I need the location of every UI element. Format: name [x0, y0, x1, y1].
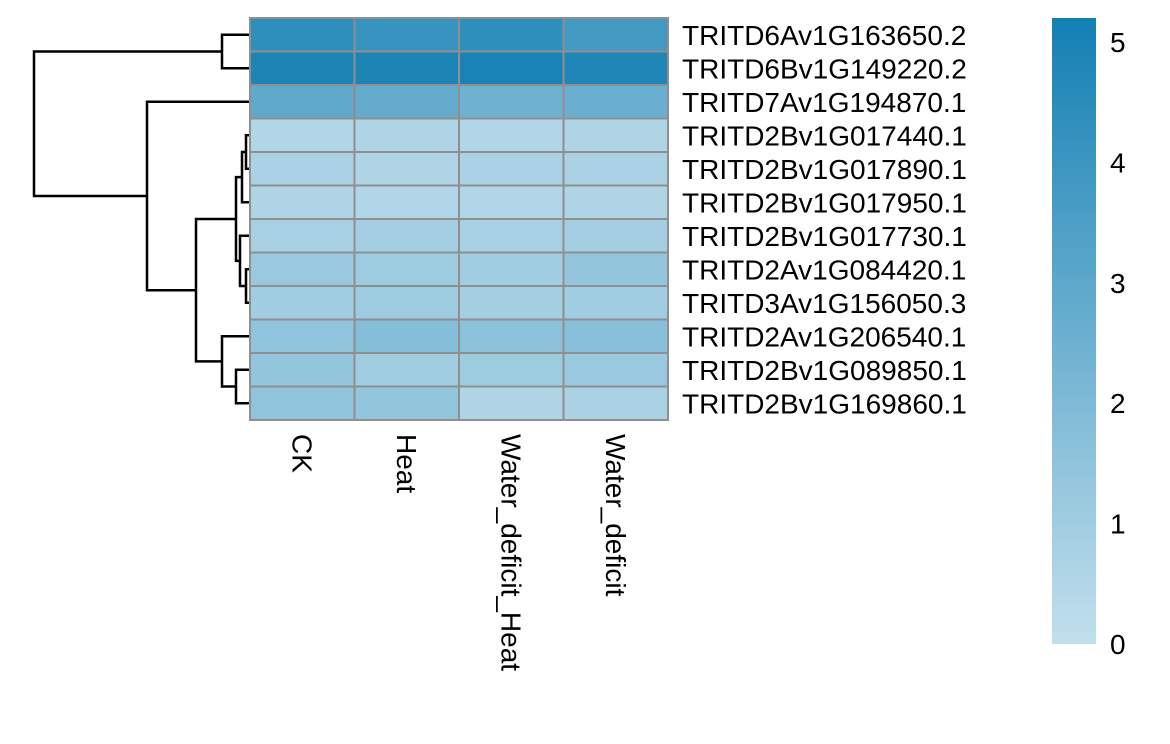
- heatmap-cell: [458, 151, 565, 187]
- heatmap-cell: [249, 352, 356, 388]
- heatmap-cell: [353, 184, 460, 220]
- heatmap-cell: [249, 318, 356, 354]
- heatmap-cell: [458, 17, 565, 53]
- row-label: TRITD2Bv1G089850.1: [682, 355, 967, 386]
- row-label: TRITD2Bv1G017730.1: [682, 221, 967, 252]
- heatmap-cell: [249, 385, 356, 421]
- heatmap-cell: [249, 117, 356, 153]
- dendrogram-branch: [234, 368, 250, 405]
- row-label: TRITD2Bv1G169860.1: [682, 388, 967, 419]
- heatmap-cell: [249, 84, 356, 120]
- colorbar-ticks: 0 1 2 3 4 5: [1110, 27, 1126, 660]
- colorbar-tick-label: 5: [1110, 27, 1126, 58]
- heatmap-cell: [353, 285, 460, 321]
- heatmap-cell: [458, 50, 565, 86]
- heatmap-cell: [562, 17, 669, 53]
- heatmap-cell: [353, 218, 460, 254]
- heatmap-cell: [458, 318, 565, 354]
- row-label: TRITD2Bv1G017950.1: [682, 187, 967, 218]
- heatmap-cell: [458, 285, 565, 321]
- heatmap-cell: [353, 117, 460, 153]
- heatmap-cell: [562, 50, 669, 86]
- heatmap-cell: [353, 151, 460, 187]
- heatmap-cell: [249, 251, 356, 287]
- row-label: TRITD3Av1G156050.3: [682, 288, 966, 319]
- heatmap-cell: [562, 117, 669, 153]
- heatmap-cell: [562, 318, 669, 354]
- heatmap-cell: [353, 318, 460, 354]
- row-label: TRITD7Av1G194870.1: [682, 87, 966, 118]
- heatmap-cell: [353, 17, 460, 53]
- colorbar-tick-label: 2: [1110, 388, 1126, 419]
- column-labels: CK Heat Water_deficit_Heat Water_deficit: [286, 434, 631, 671]
- row-label: TRITD2Bv1G017440.1: [682, 120, 967, 151]
- heatmap-cell: [458, 218, 565, 254]
- column-label: Water_deficit: [600, 434, 631, 597]
- heatmap-cell: [458, 184, 565, 220]
- heatmap-cell: [562, 218, 669, 254]
- row-dendrogram: [32, 33, 250, 405]
- heatmap-cell: [353, 84, 460, 120]
- heatmap-cell: [562, 151, 669, 187]
- colorbar-legend: 0 1 2 3 4 5: [1052, 18, 1126, 660]
- dendrogram-branch: [32, 50, 222, 198]
- row-label: TRITD2Bv1G017890.1: [682, 154, 967, 185]
- heatmap-cell: [249, 17, 356, 53]
- heatmap-cell: [249, 184, 356, 220]
- heatmap-cell: [249, 50, 356, 86]
- dendrogram-branch: [220, 33, 250, 70]
- heatmap-cell: [562, 352, 669, 388]
- heatmap-cell: [562, 184, 669, 220]
- column-label: Heat: [391, 434, 422, 493]
- heatmap-cell: [353, 50, 460, 86]
- heatmap-cell: [249, 151, 356, 187]
- heatmap-cell: [249, 218, 356, 254]
- row-labels: TRITD6Av1G163650.2TRITD6Bv1G149220.2TRIT…: [682, 20, 967, 420]
- heatmap-cell: [458, 352, 565, 388]
- heatmap-cells: [249, 17, 669, 421]
- heatmap-cell: [562, 84, 669, 120]
- column-label: CK: [286, 434, 317, 473]
- dendrogram-branch: [145, 100, 250, 292]
- colorbar-tick-label: 1: [1110, 509, 1126, 540]
- colorbar-tick-label: 3: [1110, 268, 1126, 299]
- heatmap-cell: [353, 251, 460, 287]
- heatmap-cell: [562, 385, 669, 421]
- dendrogram-branch: [194, 217, 236, 363]
- heatmap-cell: [458, 84, 565, 120]
- heatmap-cell: [353, 385, 460, 421]
- colorbar-tick-label: 0: [1110, 629, 1126, 660]
- heatmap-cell: [249, 285, 356, 321]
- heatmap-cell: [458, 385, 565, 421]
- row-label: TRITD2Av1G206540.1: [682, 321, 966, 352]
- colorbar-gradient: [1052, 18, 1096, 644]
- heatmap-cell: [562, 251, 669, 287]
- row-label: TRITD6Av1G163650.2: [682, 20, 966, 51]
- heatmap-cell: [562, 285, 669, 321]
- heatmap-cell: [458, 117, 565, 153]
- column-label: Water_deficit_Heat: [495, 434, 526, 671]
- colorbar-tick-label: 4: [1110, 147, 1126, 178]
- heatmap-cell: [353, 352, 460, 388]
- heatmap-cell: [458, 251, 565, 287]
- row-label: TRITD6Bv1G149220.2: [682, 53, 967, 84]
- row-label: TRITD2Av1G084420.1: [682, 254, 966, 285]
